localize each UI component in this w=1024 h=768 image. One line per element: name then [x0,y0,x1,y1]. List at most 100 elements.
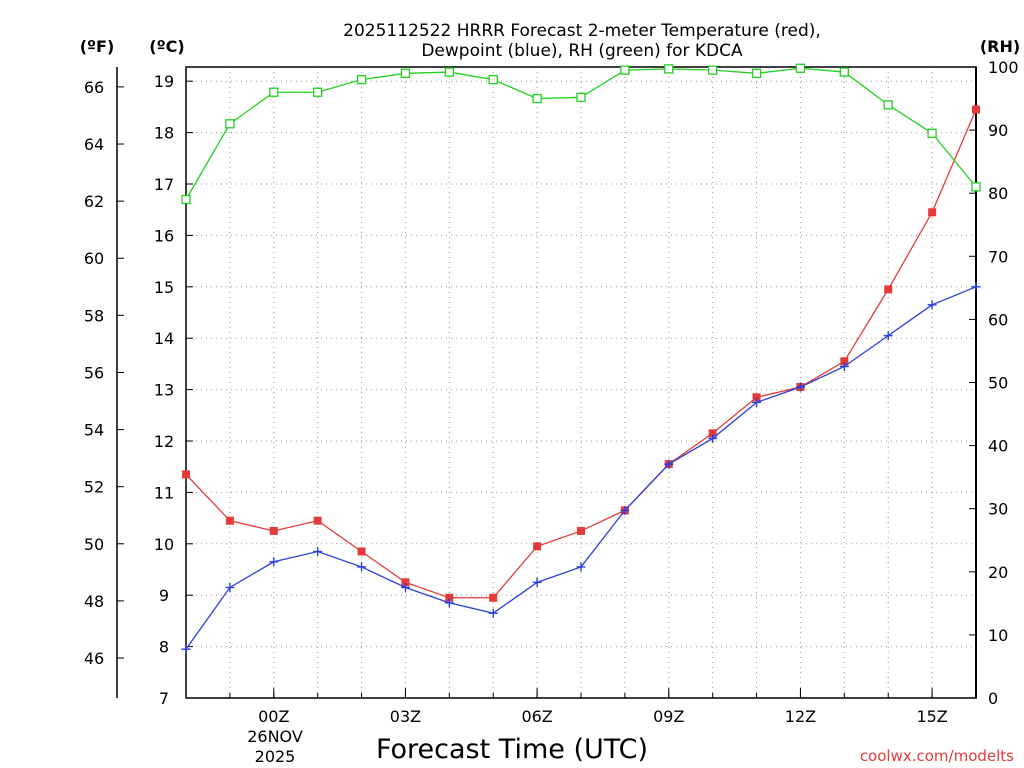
dewpoint-point [883,331,893,341]
x-tick-label: 00Z [258,707,289,726]
dewpoint-point [532,577,542,587]
fahrenheit-unit-label: (ºF) [80,37,115,56]
dewpoint-point [181,644,191,654]
rh-point [927,128,937,138]
dewpoint-point [620,505,630,515]
celsius-tick-label: 9 [159,586,169,605]
rh-point [400,68,411,78]
fahrenheit-tick-label: 66 [84,78,104,97]
temperature-point [577,526,585,535]
celsius-tick-label: 17 [154,175,174,194]
celsius-tick-label: 14 [154,329,174,348]
temperature-point [752,393,761,402]
temperature-point [840,357,849,366]
celsius-tick-label: 15 [154,278,174,297]
fahrenheit-tick-label: 62 [84,192,104,211]
celsius-unit-label: (ºC) [149,37,184,56]
rh-tick-label: 100 [988,58,1019,77]
dewpoint-point [752,397,762,407]
dewpoint-point [269,557,279,567]
dewpoint-point [664,459,674,469]
credit-text: coolwx.com/modelts [860,747,1014,765]
fahrenheit-tick-label: 48 [84,592,104,611]
plot-area: 7 8 9 10 11 12 13 14 15 16 17 18 19 46 48 50 52 54 56 58 60 6… [84,58,1019,726]
temperature-point [313,516,322,525]
temperature-point [533,542,542,551]
rh-unit-label: (RH) [980,37,1020,56]
date-label-year: 2025 [255,747,296,766]
temperature-point [928,208,937,217]
rh-tick-label: 40 [988,437,1008,456]
dewpoint-point [357,562,367,572]
rh-tick-label: 30 [988,500,1008,519]
rh-point [751,68,762,78]
rh-point [488,74,498,85]
x-tick-label: 09Z [653,707,684,726]
dewpoint-point [400,582,410,592]
rh-point [576,92,586,102]
celsius-tick-label: 13 [154,381,174,400]
fahrenheit-tick-label: 56 [84,363,104,382]
x-axis-label: Forecast Time (UTC) [376,734,648,765]
x-tick-label: 06Z [521,707,552,726]
temperature-point [401,578,410,587]
date-label-day: 26NOV [247,727,303,746]
rh-tick-label: 80 [988,184,1008,203]
rh-point [356,74,367,85]
rh-tick-label: 20 [988,563,1008,582]
fahrenheit-tick-label: 46 [84,649,104,668]
dewpoint-point [444,598,454,608]
temperature-point [269,526,278,535]
rh-point [883,100,893,110]
celsius-tick-label: 7 [159,689,169,708]
fahrenheit-tick-label: 50 [84,535,104,554]
temperature-point [225,516,234,525]
rh-tick-label: 70 [988,247,1008,266]
chart-title: 2025112522 HRRR Forecast 2-meter Tempera… [343,21,821,41]
rh-point [532,93,542,104]
rh-point [971,182,981,192]
rh-point [664,64,674,74]
fahrenheit-tick-label: 60 [84,249,104,268]
rh-point [795,63,806,73]
dewpoint-point [795,382,805,392]
dewpoint-point [576,562,586,572]
celsius-tick-label: 11 [154,483,174,502]
x-tick-label: 12Z [785,707,816,726]
temperature-point [357,547,366,556]
rh-point [269,87,279,97]
fahrenheit-tick-label: 58 [84,306,104,325]
fahrenheit-tick-label: 54 [84,421,104,440]
celsius-tick-label: 19 [154,72,174,91]
temperature-point [972,105,980,114]
rh-point [620,65,630,75]
rh-tick-label: 90 [988,121,1008,140]
celsius-tick-label: 12 [154,432,174,451]
rh-point [708,65,718,75]
rh-point [444,67,454,77]
rh-tick-label: 60 [988,310,1008,329]
dewpoint-point [971,282,981,292]
dewpoint-point [708,433,718,443]
temperature-point [489,593,498,602]
dewpoint-point [488,608,498,618]
celsius-tick-label: 16 [154,226,174,245]
dewpoint-point [839,361,849,371]
chart-subtitle: Dewpoint (blue), RH (green) for KDCA [421,41,743,61]
rh-point [313,87,323,97]
temperature-point [445,593,454,602]
temperature-point [182,470,190,479]
dewpoint-point [313,547,323,557]
celsius-tick-label: 18 [154,124,174,143]
x-tick-label: 15Z [916,707,947,726]
rh-point [839,67,849,77]
dewpoint-point [927,300,937,310]
rh-point [225,119,235,129]
celsius-tick-label: 10 [154,535,174,554]
rh-tick-label: 0 [988,689,998,708]
dewpoint-point [225,582,235,592]
fahrenheit-tick-label: 64 [84,135,104,154]
fahrenheit-tick-label: 52 [84,478,104,497]
x-tick-label: 03Z [390,707,421,726]
